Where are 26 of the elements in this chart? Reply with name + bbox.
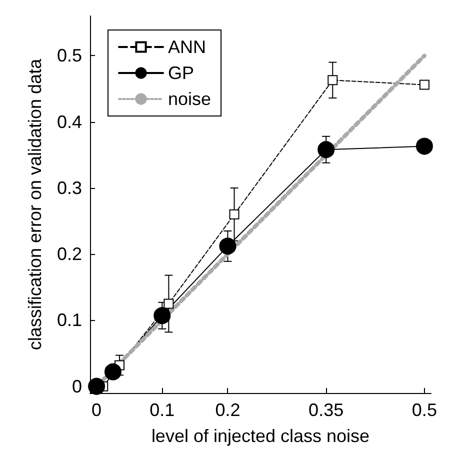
point: [88, 378, 106, 395]
x-axis-title: level of injected class noise: [151, 426, 370, 446]
x-tick-label: 0.35: [308, 400, 344, 420]
point: [104, 363, 122, 380]
x-tick-label: 0.1: [150, 400, 175, 420]
point: [154, 307, 171, 324]
y-axis-title: classification error on validation data: [25, 58, 45, 350]
y-tick-label: 0.4: [56, 112, 82, 132]
point: [416, 138, 433, 155]
legend-label: noise: [168, 89, 212, 109]
legend-label: ANN: [168, 37, 206, 57]
x-tick-label: 0: [92, 400, 102, 420]
legend-label: GP: [168, 63, 194, 83]
y-tick-label: 0.2: [56, 244, 82, 264]
point: [164, 298, 174, 309]
y-tick-label: 0.1: [56, 310, 82, 330]
point: [229, 209, 240, 220]
point: [219, 238, 236, 255]
y-tick-label: 0: [72, 376, 82, 396]
y-tick-label: 0.3: [56, 178, 82, 198]
point: [328, 75, 338, 86]
point: [419, 80, 430, 90]
y-tick-label: 0.5: [56, 46, 82, 66]
x-tick-label: 0.5: [412, 400, 437, 420]
x-tick-label: 0.2: [215, 400, 240, 420]
point: [318, 141, 335, 158]
